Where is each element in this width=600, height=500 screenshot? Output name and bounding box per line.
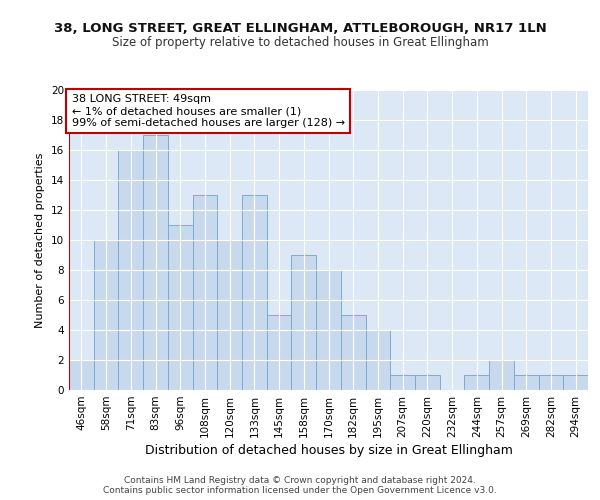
Bar — [143, 135, 168, 390]
Bar — [514, 375, 539, 390]
Bar — [539, 375, 563, 390]
Bar — [267, 315, 292, 390]
Text: Contains HM Land Registry data © Crown copyright and database right 2024.
Contai: Contains HM Land Registry data © Crown c… — [103, 476, 497, 495]
Text: 38, LONG STREET, GREAT ELLINGHAM, ATTLEBOROUGH, NR17 1LN: 38, LONG STREET, GREAT ELLINGHAM, ATTLEB… — [53, 22, 547, 36]
Bar — [193, 195, 217, 390]
Bar — [217, 240, 242, 390]
Y-axis label: Number of detached properties: Number of detached properties — [35, 152, 46, 328]
Bar — [365, 330, 390, 390]
Text: Size of property relative to detached houses in Great Ellingham: Size of property relative to detached ho… — [112, 36, 488, 49]
X-axis label: Distribution of detached houses by size in Great Ellingham: Distribution of detached houses by size … — [145, 444, 512, 457]
Bar — [489, 360, 514, 390]
Bar — [390, 375, 415, 390]
Bar — [242, 195, 267, 390]
Bar — [316, 270, 341, 390]
Bar — [415, 375, 440, 390]
Bar — [118, 150, 143, 390]
Text: 38 LONG STREET: 49sqm
← 1% of detached houses are smaller (1)
99% of semi-detach: 38 LONG STREET: 49sqm ← 1% of detached h… — [71, 94, 345, 128]
Bar — [292, 255, 316, 390]
Bar — [94, 240, 118, 390]
Bar — [69, 360, 94, 390]
Bar — [341, 315, 365, 390]
Bar — [168, 225, 193, 390]
Bar — [563, 375, 588, 390]
Bar — [464, 375, 489, 390]
